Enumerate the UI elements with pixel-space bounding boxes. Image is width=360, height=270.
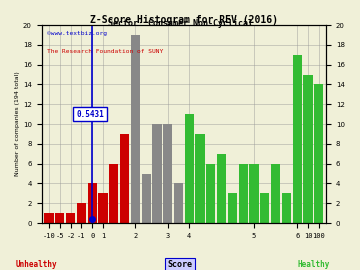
Bar <box>185 114 194 223</box>
Bar <box>303 75 312 223</box>
Bar <box>239 164 248 223</box>
Bar <box>163 124 172 223</box>
Title: Z-Score Histogram for REV (2016): Z-Score Histogram for REV (2016) <box>90 15 278 25</box>
Bar <box>314 85 323 223</box>
Bar <box>174 184 183 223</box>
Bar <box>293 55 302 223</box>
Bar <box>77 203 86 223</box>
Bar <box>206 164 215 223</box>
Bar <box>120 134 129 223</box>
Bar <box>260 193 269 223</box>
Bar <box>141 174 151 223</box>
Text: Healthy: Healthy <box>297 261 329 269</box>
Bar <box>228 193 237 223</box>
Bar <box>87 184 97 223</box>
Text: ©www.textbiz.org: ©www.textbiz.org <box>47 31 107 36</box>
Bar <box>282 193 291 223</box>
Y-axis label: Number of companies (194 total): Number of companies (194 total) <box>15 72 20 176</box>
Bar <box>66 213 75 223</box>
Bar <box>152 124 162 223</box>
Text: Unhealthy: Unhealthy <box>15 261 57 269</box>
Text: Score: Score <box>167 261 193 269</box>
Bar <box>45 213 54 223</box>
Bar <box>271 164 280 223</box>
Bar <box>131 35 140 223</box>
Bar <box>217 154 226 223</box>
Bar <box>249 164 258 223</box>
Bar <box>55 213 64 223</box>
Bar <box>195 134 204 223</box>
Text: 0.5431: 0.5431 <box>76 110 104 119</box>
Bar <box>98 193 108 223</box>
Bar <box>109 164 118 223</box>
Text: Sector: Consumer Non-Cyclical: Sector: Consumer Non-Cyclical <box>108 19 252 28</box>
Text: The Research Foundation of SUNY: The Research Foundation of SUNY <box>47 49 163 54</box>
